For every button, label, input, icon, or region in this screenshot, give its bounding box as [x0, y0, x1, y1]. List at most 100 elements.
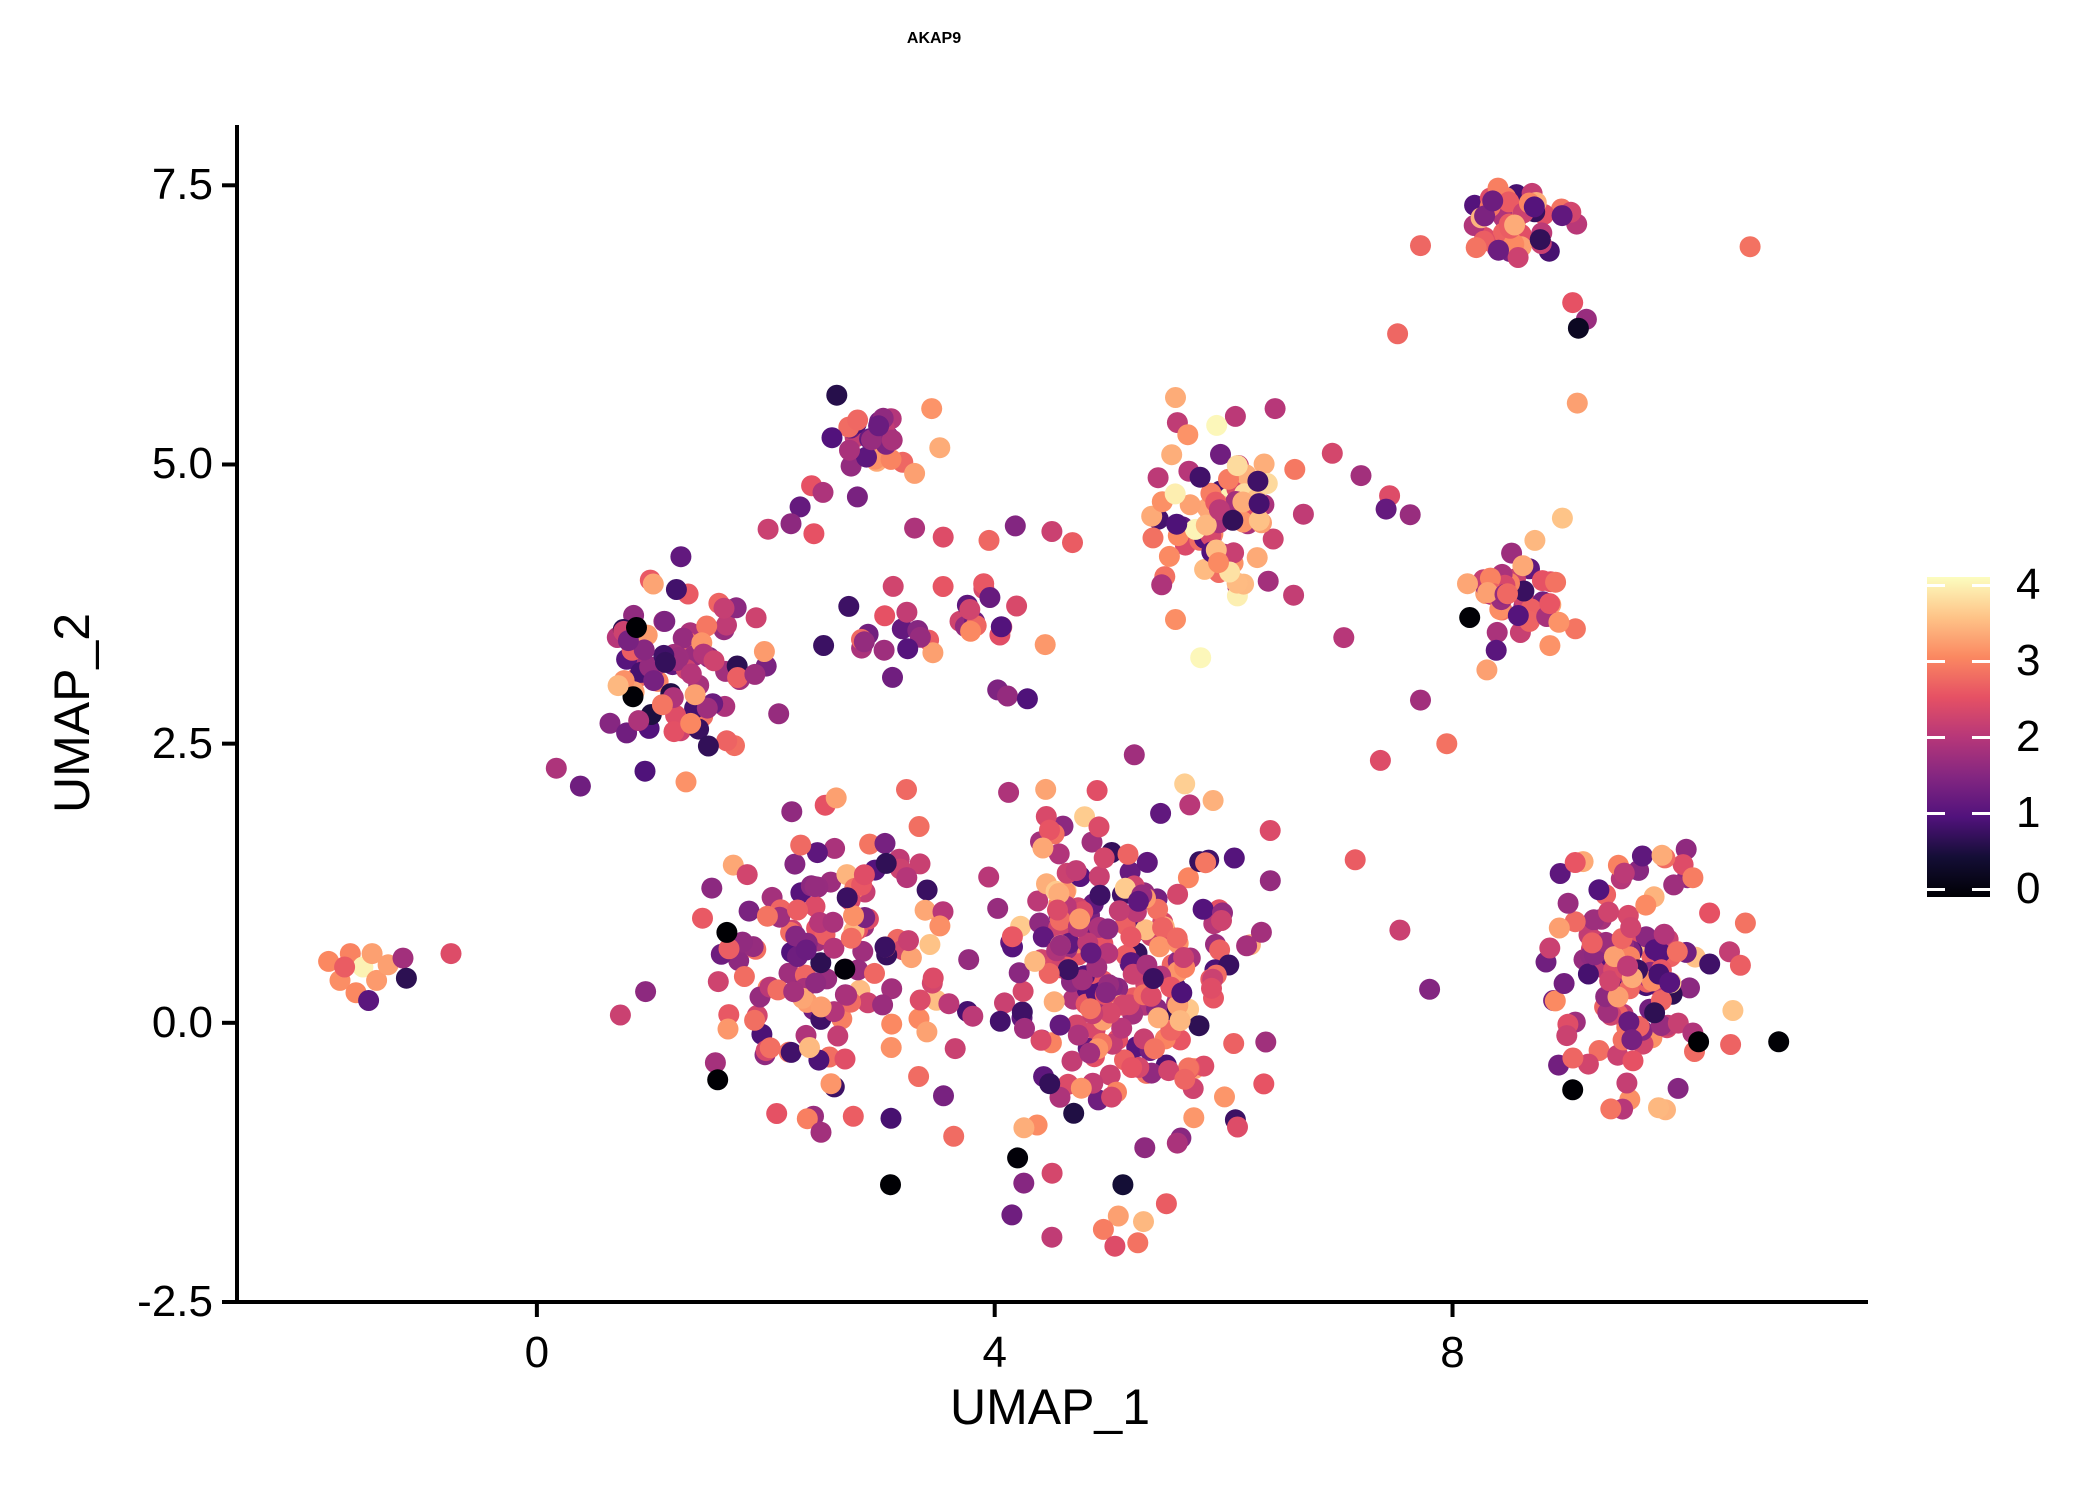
data-point	[838, 595, 860, 617]
data-point	[697, 735, 719, 757]
data-point	[1720, 1034, 1742, 1055]
data-point	[392, 947, 414, 969]
data-point	[1147, 1007, 1169, 1029]
data-point	[622, 686, 644, 708]
data-point	[799, 1037, 820, 1058]
data-point	[1099, 1064, 1121, 1086]
data-point	[987, 897, 1009, 919]
data-point	[789, 496, 811, 518]
data-point	[1134, 1137, 1156, 1159]
data-point	[745, 607, 767, 629]
data-point	[1079, 1042, 1101, 1064]
data-point	[1086, 780, 1108, 801]
data-point	[1080, 942, 1102, 964]
data-point	[707, 1069, 729, 1091]
data-point	[1247, 470, 1269, 492]
data-point	[1149, 936, 1170, 958]
scatter-points-layer	[318, 177, 1790, 1257]
data-point	[962, 1005, 984, 1027]
data-point	[1600, 1098, 1622, 1120]
data-point	[1190, 647, 1212, 669]
data-point	[990, 616, 1012, 638]
data-point	[1387, 323, 1409, 345]
data-point	[1024, 950, 1046, 972]
colorbar-tick-mark-2-right	[1972, 736, 1990, 739]
data-point	[609, 1004, 631, 1026]
data-point	[864, 962, 885, 984]
data-point	[806, 842, 828, 864]
data-point	[978, 866, 1000, 888]
data-point	[1177, 867, 1199, 889]
data-point	[1613, 862, 1635, 884]
data-point	[738, 900, 760, 922]
data-point	[938, 993, 960, 1015]
colorbar-label-0: 0	[2016, 864, 2041, 913]
data-point	[834, 958, 856, 980]
data-point	[943, 1125, 965, 1147]
data-point	[1166, 1132, 1188, 1154]
data-point	[916, 879, 938, 901]
data-point	[1111, 1017, 1133, 1039]
data-point	[1253, 453, 1275, 475]
data-point	[1004, 515, 1026, 537]
data-point	[880, 1107, 902, 1129]
data-point	[1012, 980, 1034, 1002]
plot-title: AKAP9	[906, 30, 962, 47]
data-point	[916, 1021, 938, 1043]
colorbar-tick-mark-1-right	[1972, 812, 1990, 815]
data-point	[1663, 874, 1685, 896]
data-point	[880, 1037, 902, 1058]
data-point	[932, 526, 954, 548]
data-point	[1682, 867, 1704, 889]
data-point	[766, 1103, 788, 1124]
colorbar-label-4: 4	[2016, 560, 2041, 609]
data-point	[1644, 939, 1666, 961]
data-point	[757, 518, 779, 540]
data-point	[1158, 545, 1180, 567]
data-point	[1581, 932, 1603, 954]
data-point	[1597, 1002, 1619, 1023]
data-point	[778, 962, 800, 984]
data-point	[909, 853, 931, 875]
y-tick-label--2.5: -2.5	[137, 1277, 213, 1326]
data-point	[1551, 507, 1573, 529]
data-point	[821, 427, 843, 449]
data-point	[881, 1013, 903, 1035]
data-point	[1512, 555, 1534, 577]
data-point	[1557, 892, 1579, 914]
data-point	[1048, 843, 1070, 865]
colorbar-tick-mark-0-right	[1972, 888, 1990, 891]
colorbar-tick-mark-3-right	[1972, 660, 1990, 663]
data-point	[718, 938, 740, 960]
data-point	[1177, 424, 1199, 446]
data-point	[989, 1010, 1011, 1032]
data-point	[672, 627, 694, 649]
data-point	[842, 1105, 864, 1127]
data-point	[1476, 659, 1498, 681]
data-point	[1062, 532, 1083, 554]
data-point	[1659, 972, 1681, 994]
data-point	[1032, 837, 1054, 859]
data-point	[1039, 819, 1060, 841]
data-point	[790, 834, 812, 856]
data-point	[1599, 970, 1621, 992]
data-point	[1224, 405, 1246, 427]
data-point	[929, 437, 951, 459]
data-point	[1167, 883, 1189, 905]
data-point	[868, 415, 890, 437]
data-point	[1556, 1025, 1578, 1047]
data-point	[642, 573, 664, 595]
data-point	[1250, 921, 1272, 943]
data-point	[1108, 900, 1130, 922]
data-point	[846, 486, 868, 508]
data-point	[1030, 1029, 1052, 1051]
data-point	[796, 1108, 818, 1130]
data-point	[701, 877, 723, 899]
data-point	[810, 1121, 832, 1143]
data-point	[643, 670, 665, 692]
data-point	[1164, 483, 1186, 505]
data-point	[1150, 802, 1172, 824]
data-point	[1648, 1097, 1669, 1119]
data-point	[1041, 1226, 1063, 1248]
data-point	[1465, 237, 1487, 259]
